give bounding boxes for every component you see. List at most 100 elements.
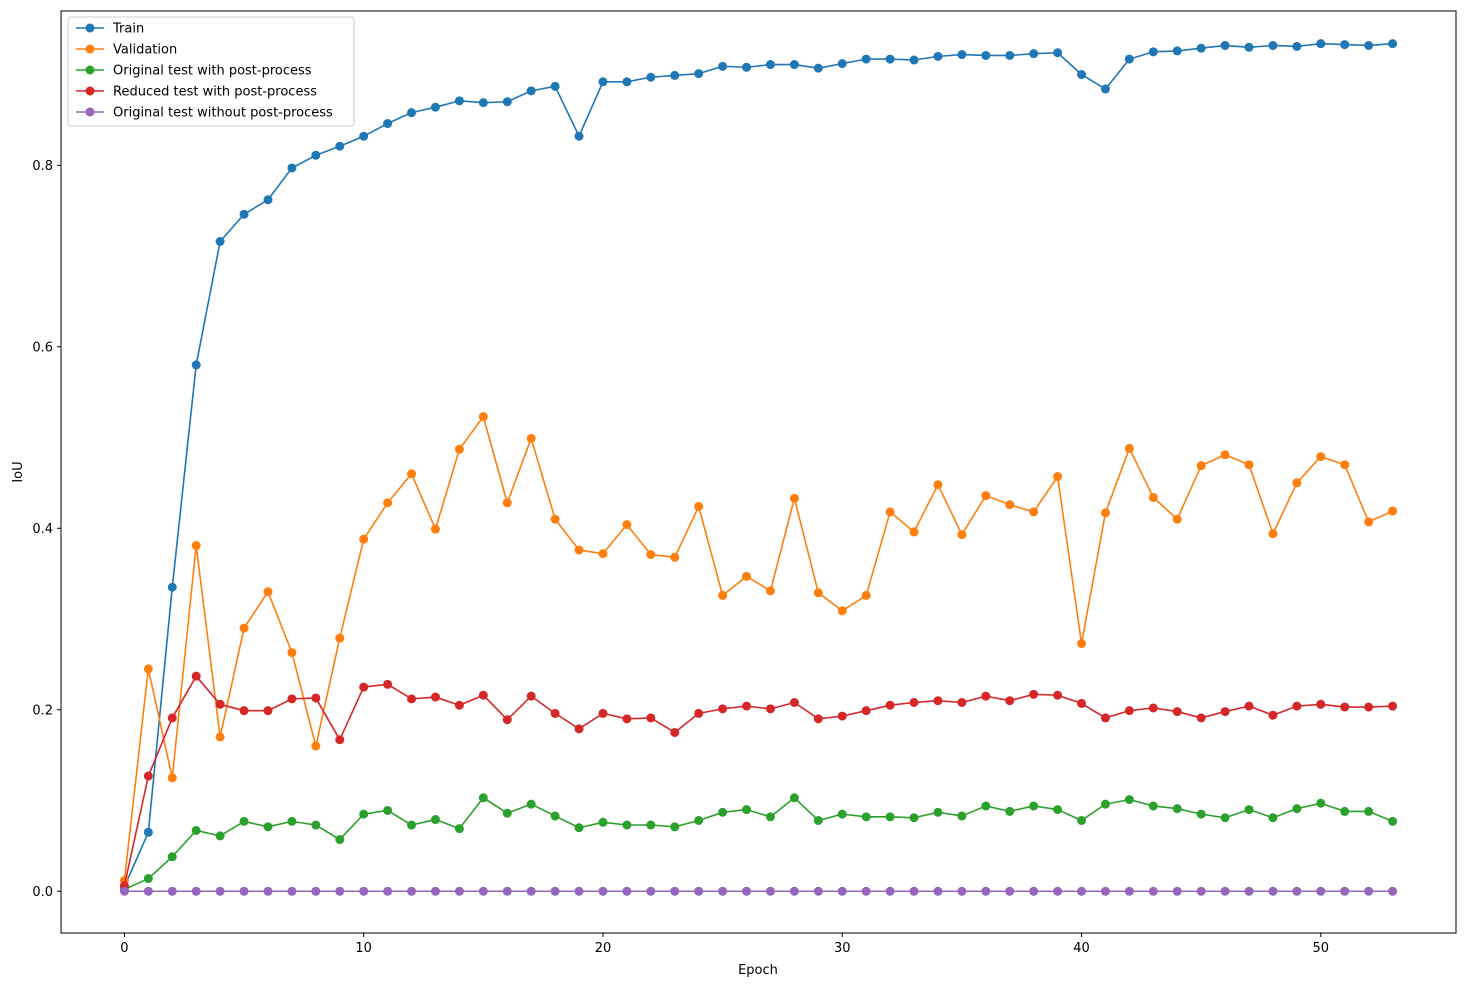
- data-point: [933, 51, 943, 61]
- data-point: [550, 81, 560, 91]
- data-point: [1100, 508, 1110, 518]
- data-point: [119, 886, 129, 896]
- data-point: [1005, 696, 1015, 706]
- data-point: [215, 237, 225, 246]
- data-point: [287, 163, 297, 173]
- series-0: [119, 39, 1398, 892]
- legend-marker-swatch: [85, 107, 95, 117]
- data-point: [335, 735, 345, 745]
- data-point: [1196, 809, 1206, 819]
- x-tick-label: 30: [834, 941, 851, 956]
- data-point: [1005, 886, 1015, 896]
- data-point: [1148, 47, 1158, 57]
- data-point: [909, 698, 919, 707]
- data-point: [1029, 689, 1039, 699]
- data-point: [1053, 805, 1063, 815]
- data-point: [909, 55, 919, 65]
- data-point: [1268, 529, 1278, 539]
- data-point: [1244, 701, 1254, 711]
- data-point: [1244, 42, 1254, 52]
- x-tick-label: 40: [1073, 941, 1090, 956]
- data-point: [1124, 54, 1134, 64]
- data-point: [407, 820, 417, 830]
- data-point: [1100, 713, 1110, 723]
- data-point: [430, 102, 440, 112]
- data-point: [981, 50, 991, 60]
- data-point: [239, 623, 249, 633]
- y-axis-label: IoU: [11, 461, 26, 482]
- data-point: [1196, 461, 1206, 471]
- data-point: [813, 886, 823, 896]
- data-point: [765, 60, 775, 70]
- data-point: [1220, 813, 1230, 823]
- data-point: [1388, 39, 1398, 49]
- data-point: [143, 874, 153, 884]
- data-point: [622, 886, 632, 896]
- data-point: [550, 708, 560, 718]
- data-point: [670, 727, 680, 737]
- data-point: [813, 714, 823, 724]
- legend-marker-swatch: [85, 86, 95, 96]
- data-point: [1388, 701, 1398, 711]
- data-point: [957, 886, 967, 896]
- data-point: [813, 588, 823, 598]
- data-point: [742, 701, 752, 711]
- x-tick-label: 50: [1313, 941, 1330, 956]
- data-point: [718, 886, 728, 896]
- legend-box: [67, 16, 355, 127]
- data-point: [1124, 706, 1134, 716]
- data-point: [502, 808, 512, 818]
- series-line: [123, 675, 1393, 886]
- y-tick-label: 0.0: [32, 885, 53, 900]
- data-point: [1292, 701, 1302, 711]
- data-point: [622, 520, 632, 530]
- legend-label: Reduced test with post-process: [113, 85, 317, 100]
- data-point: [1388, 506, 1398, 516]
- data-point: [311, 820, 321, 830]
- data-point: [981, 886, 991, 896]
- data-point: [143, 664, 153, 674]
- series-line: [123, 415, 1393, 881]
- legend-label: Validation: [113, 43, 177, 58]
- data-point: [335, 835, 345, 845]
- data-point: [526, 433, 536, 443]
- data-point: [1196, 43, 1206, 53]
- data-point: [646, 550, 656, 560]
- y-tick-label: 0.2: [32, 703, 53, 718]
- data-point: [957, 530, 967, 540]
- data-point: [742, 805, 752, 815]
- data-point: [526, 691, 536, 701]
- data-point: [215, 886, 225, 896]
- data-point: [742, 62, 752, 72]
- data-point: [502, 97, 512, 107]
- data-point: [239, 816, 249, 826]
- data-point: [1029, 886, 1039, 896]
- data-point: [1124, 795, 1134, 805]
- data-point: [407, 469, 417, 479]
- legend-entry: Original test with post-process: [76, 64, 312, 79]
- data-point: [1029, 507, 1039, 517]
- data-point: [933, 696, 943, 706]
- data-point: [167, 886, 177, 896]
- data-point: [1124, 443, 1134, 453]
- data-point: [646, 713, 656, 723]
- data-point: [167, 582, 177, 592]
- data-point: [311, 693, 321, 703]
- data-point: [454, 96, 464, 106]
- data-point: [957, 811, 967, 821]
- data-point: [191, 360, 201, 370]
- data-point: [742, 571, 752, 581]
- series-2: [119, 793, 1398, 894]
- data-point: [478, 793, 488, 803]
- data-point: [1340, 702, 1350, 712]
- legend-label: Original test without post-process: [113, 106, 333, 121]
- data-point: [718, 704, 728, 714]
- data-point: [1244, 805, 1254, 815]
- y-tick-label: 0.8: [32, 159, 53, 174]
- data-point: [981, 801, 991, 811]
- data-point: [1364, 886, 1374, 896]
- data-point: [502, 715, 512, 725]
- data-point: [1077, 639, 1087, 649]
- data-point: [215, 699, 225, 709]
- data-point: [1100, 799, 1110, 809]
